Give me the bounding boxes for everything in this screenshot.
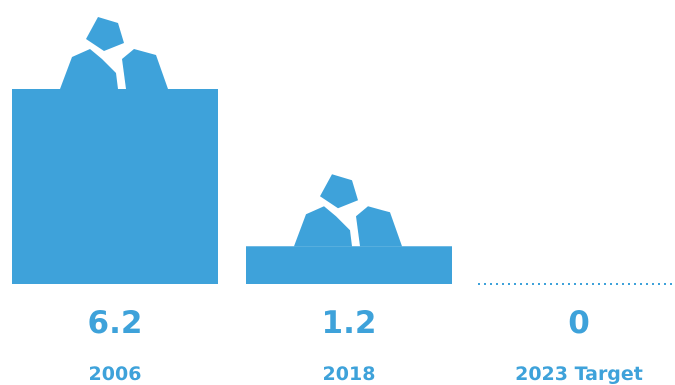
bar-2018 xyxy=(246,246,452,284)
bar-2006 xyxy=(12,89,218,284)
icons-layer xyxy=(60,17,402,247)
category-label: 2018 xyxy=(323,363,376,385)
rock-0 xyxy=(60,49,118,89)
rock-pile-icon-0 xyxy=(60,17,168,89)
bars-layer xyxy=(12,89,672,285)
value-label: 6.2 xyxy=(88,305,143,341)
value-label: 0 xyxy=(568,305,590,341)
rock-2 xyxy=(356,206,402,247)
category-label: 2006 xyxy=(89,363,142,385)
category-label: 2023 Target xyxy=(515,363,643,385)
rock-1 xyxy=(86,17,124,51)
value-label: 1.2 xyxy=(322,305,377,341)
rock-pile-icon-1 xyxy=(294,174,402,247)
rock-2 xyxy=(122,49,168,89)
rock-0 xyxy=(294,206,352,247)
rock-1 xyxy=(320,174,358,209)
labels-layer: 6.2 2006 1.2 2018 0 2023 Target xyxy=(88,305,643,385)
